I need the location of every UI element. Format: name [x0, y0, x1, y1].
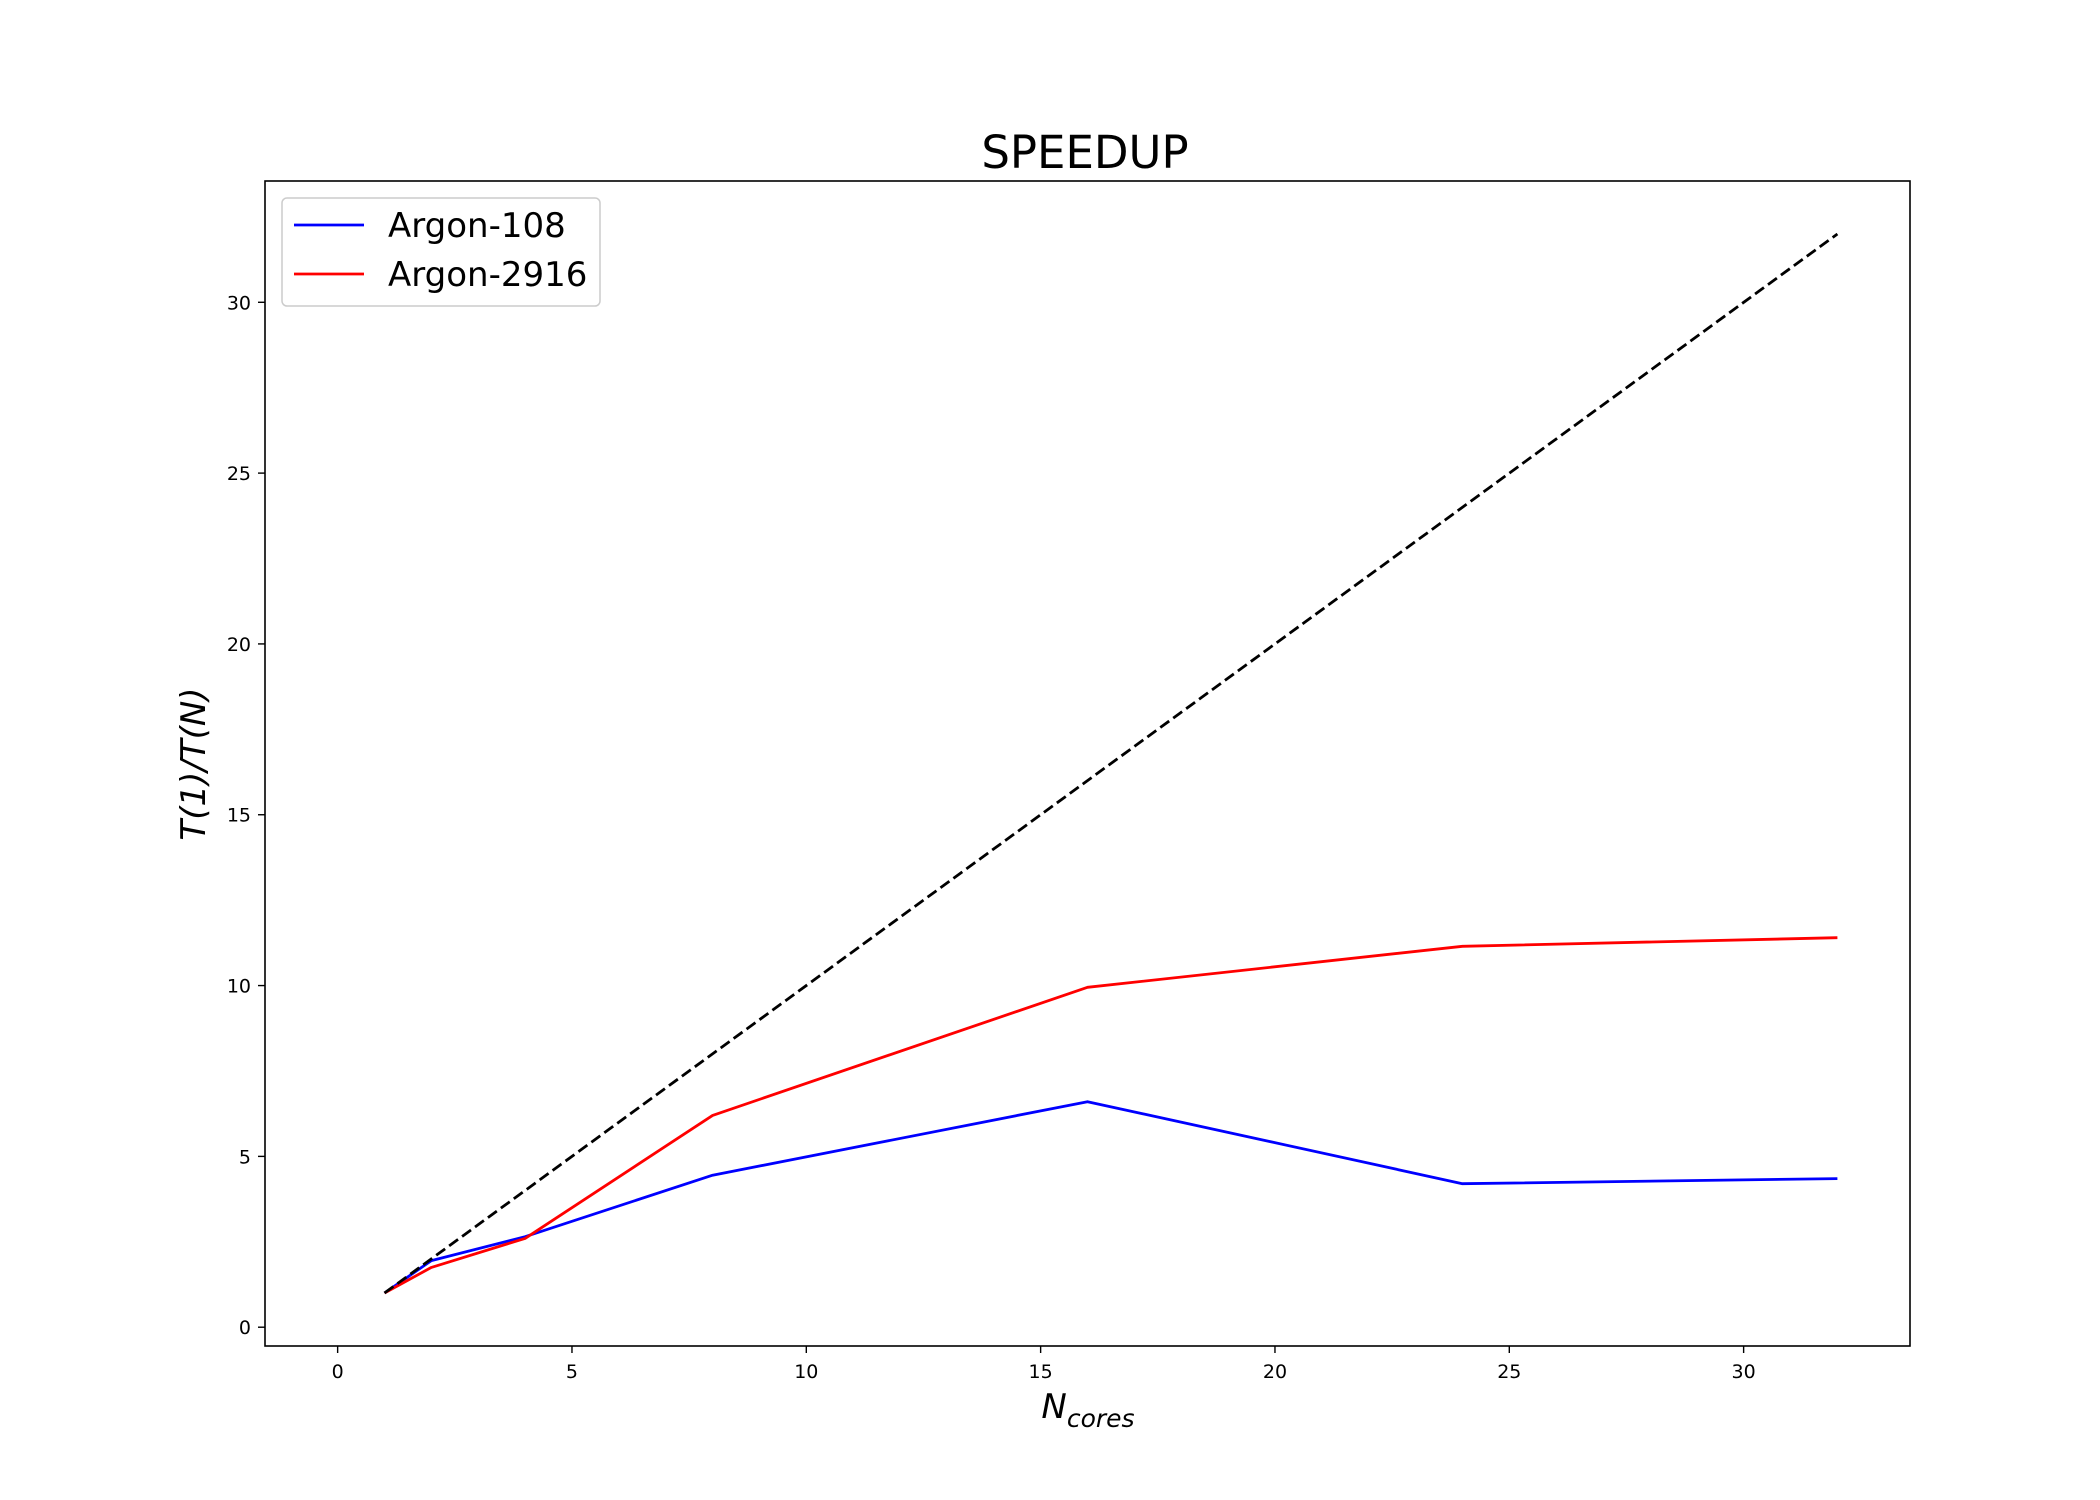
y-tick-label: 30 [227, 292, 251, 314]
ideal-speedup-line [383, 232, 1839, 1295]
y-tick-label: 0 [239, 1317, 251, 1339]
y-tick-label: 25 [227, 463, 251, 485]
x-axis: 0 5 10 15 20 25 30 [332, 1346, 1756, 1383]
series-line-argon-2916 [383, 936, 1838, 1295]
x-axis-label-subscript: cores [1067, 1404, 1135, 1433]
x-tick-label: 30 [1732, 1361, 1756, 1383]
x-tick-label: 15 [1029, 1361, 1053, 1383]
legend: Argon-108 Argon-2916 [281, 197, 601, 307]
legend-label: Argon-108 [388, 206, 566, 246]
x-tick-label: 10 [794, 1361, 818, 1383]
axes-frame [264, 180, 1911, 1347]
y-axis-label: T(1)/T(N) [174, 687, 214, 840]
x-tick-label: 25 [1497, 1361, 1521, 1383]
x-axis-label-main: N [1041, 1387, 1066, 1427]
x-tick-label: 20 [1263, 1361, 1287, 1383]
series-line-argon-108 [383, 1100, 1838, 1295]
plot-area: 0 5 10 15 20 25 30 0 5 10 15 20 25 30 [227, 180, 1911, 1383]
y-tick-label: 20 [227, 634, 251, 656]
legend-label: Argon-2916 [388, 255, 587, 295]
x-axis-label: Ncores [1041, 1387, 1134, 1433]
y-tick-label: 15 [227, 805, 251, 827]
x-tick-label: 5 [566, 1361, 578, 1383]
chart-title: SPEEDUP [981, 126, 1188, 179]
y-tick-label: 10 [227, 976, 251, 998]
series-lines [383, 232, 1839, 1295]
y-axis: 0 5 10 15 20 25 30 [227, 292, 265, 1339]
x-tick-label: 0 [332, 1361, 344, 1383]
y-tick-label: 5 [239, 1146, 251, 1168]
